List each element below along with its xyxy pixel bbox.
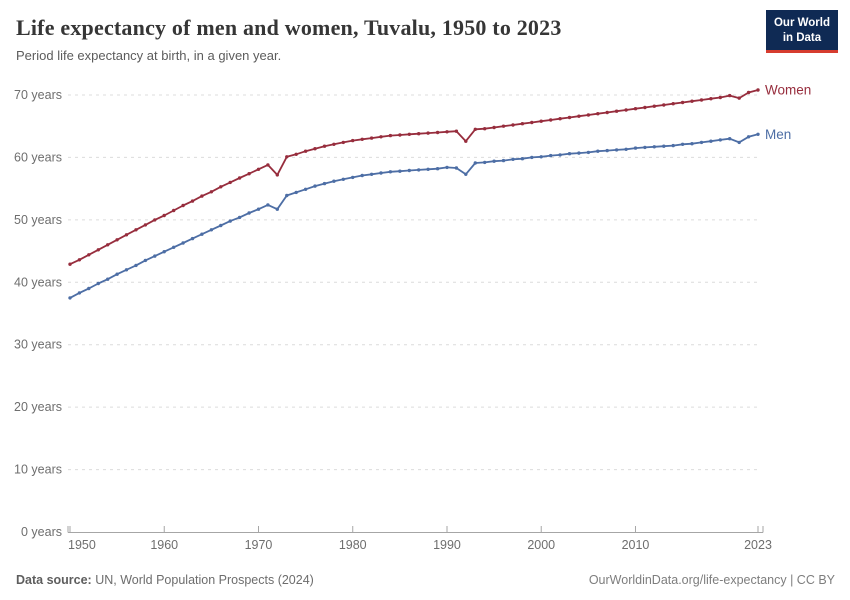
svg-text:1980: 1980	[339, 538, 367, 552]
citation-link[interactable]: OurWorldinData.org/life-expectancy | CC …	[588, 573, 835, 587]
svg-text:60 years: 60 years	[14, 150, 62, 164]
svg-text:50 years: 50 years	[14, 213, 62, 227]
data-source-text: UN, World Population Prospects (2024)	[91, 573, 314, 587]
svg-text:2000: 2000	[527, 538, 555, 552]
series-line-men[interactable]	[69, 133, 759, 299]
svg-text:20 years: 20 years	[14, 400, 62, 414]
svg-text:1970: 1970	[245, 538, 273, 552]
series-women[interactable]: Women	[68, 83, 811, 266]
data-source-label: Data source:	[16, 573, 92, 587]
x-axis-labels: 1950 1960 1970 1980 1990 2000 2010 2023	[68, 538, 772, 552]
owid-logo-line2: in Data	[782, 31, 822, 44]
owid-logo[interactable]: Our World in Data	[765, 10, 838, 53]
owid-logo-line1: Our World	[773, 17, 830, 29]
svg-text:40 years: 40 years	[14, 275, 62, 289]
svg-text:0 years: 0 years	[21, 525, 62, 539]
series-label-men: Men	[765, 127, 791, 142]
x-axis	[67, 526, 764, 533]
svg-text:10 years: 10 years	[14, 463, 62, 477]
chart-footer: Data source: UN, World Population Prospe…	[16, 573, 835, 587]
chart-subtitle: Period life expectancy at birth, in a gi…	[16, 47, 282, 63]
data-source-note: Data source: UN, World Population Prospe…	[16, 573, 314, 587]
series-line-women[interactable]	[69, 89, 759, 266]
svg-text:1950: 1950	[68, 538, 96, 552]
series-label-women: Women	[765, 83, 811, 98]
svg-text:2023: 2023	[744, 538, 772, 552]
series-men[interactable]: Men	[68, 127, 791, 300]
svg-text:2010: 2010	[622, 538, 650, 552]
svg-text:1960: 1960	[150, 538, 178, 552]
chart-title: Life expectancy of men and women, Tuvalu…	[16, 15, 562, 40]
y-gridlines	[68, 94, 757, 471]
svg-text:30 years: 30 years	[14, 338, 62, 352]
svg-text:70 years: 70 years	[14, 88, 62, 102]
y-axis-labels: 0 years 10 years 20 years 30 years 40 years 5…	[14, 88, 62, 539]
chart-header: Life expectancy of men and women, Tuvalu…	[16, 14, 750, 64]
svg-text:1990: 1990	[433, 538, 461, 552]
